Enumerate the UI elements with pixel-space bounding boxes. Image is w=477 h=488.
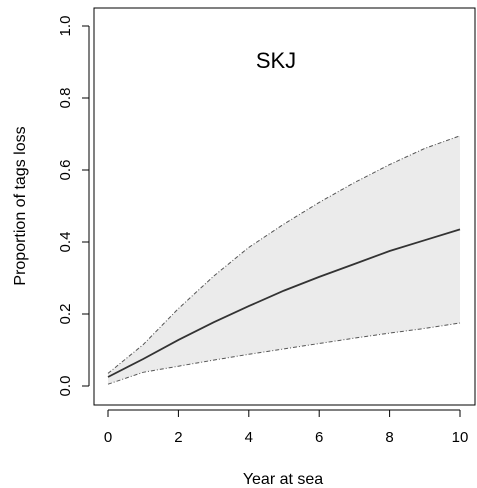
x-tick-label: 4 bbox=[245, 429, 253, 446]
x-tick-label: 8 bbox=[385, 429, 393, 446]
plot-box bbox=[93, 7, 476, 406]
x-tick-label: 0 bbox=[104, 429, 112, 446]
y-tick-label: 0.8 bbox=[57, 88, 74, 109]
lower-bound-line bbox=[107, 322, 461, 385]
y-tick-label: 1.0 bbox=[57, 16, 74, 37]
confidence-band bbox=[108, 135, 460, 385]
y-axis-label: Proportion of tags loss bbox=[12, 126, 29, 285]
upper-bound-line bbox=[107, 135, 461, 374]
x-tick-label: 2 bbox=[174, 429, 182, 446]
chart-title: SKJ bbox=[256, 48, 296, 73]
y-tick-label: 0.6 bbox=[57, 160, 74, 181]
x-axis-label: Year at sea bbox=[243, 471, 323, 488]
y-axis: 0.0 0.2 0.4 0.6 0.8 1.0 bbox=[57, 16, 90, 397]
x-axis: 0 2 4 6 8 10 bbox=[104, 409, 469, 446]
x-tick-label: 10 bbox=[452, 429, 469, 446]
y-tick-label: 0.0 bbox=[57, 376, 74, 397]
y-tick-label: 0.4 bbox=[57, 232, 74, 253]
y-tick-label: 0.2 bbox=[57, 304, 74, 325]
estimate-line bbox=[107, 228, 461, 378]
x-tick-label: 6 bbox=[315, 429, 323, 446]
plot-area bbox=[107, 135, 461, 385]
